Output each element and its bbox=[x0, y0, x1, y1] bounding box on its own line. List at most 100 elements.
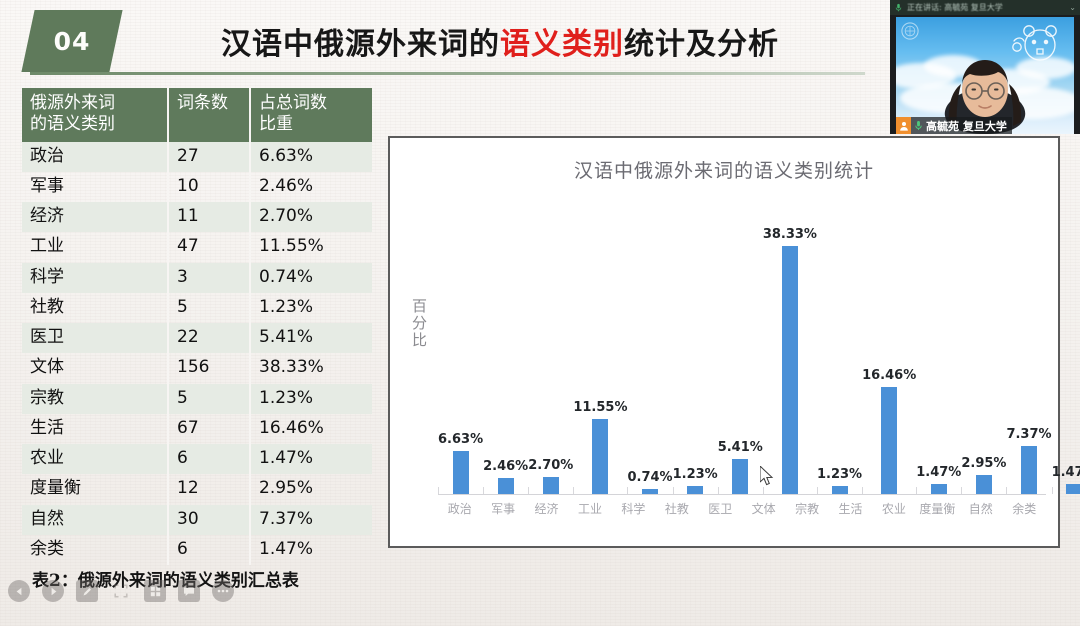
chart-bar-group[interactable]: 1.23% bbox=[672, 196, 718, 494]
table-row: 医卫 22 5.41% bbox=[22, 323, 372, 354]
chart-bar-group[interactable]: 1.47% bbox=[916, 196, 961, 494]
bar-rect[interactable] bbox=[1021, 446, 1037, 494]
bar-chart-panel: 汉语中俄源外来词的语义类别统计 百分比 6.63% 2.46% 2.70% 11.55… bbox=[388, 136, 1080, 548]
table-cell-category: 余类 bbox=[22, 534, 169, 565]
table-cell-category: 经济 bbox=[22, 202, 169, 233]
x-axis-tick-labels: 政治 军事 经济 工业 科学 社教 医卫 文体 宗教 生活 农业 度量衡 自然 余类 bbox=[438, 500, 1046, 517]
bar-value-label: 7.37% bbox=[1006, 427, 1052, 443]
comment-button[interactable] bbox=[178, 580, 200, 602]
chart-bar-group[interactable]: 38.33% bbox=[762, 196, 817, 494]
x-axis-tick bbox=[717, 487, 719, 494]
table-row: 科学 3 0.74% bbox=[22, 262, 372, 293]
table-row: 余类 6 1.47% bbox=[22, 534, 372, 565]
table-cell-count: 12 bbox=[168, 474, 251, 505]
x-axis-tick-label: 经济 bbox=[534, 502, 559, 516]
table-cell-share: 7.37% bbox=[250, 504, 372, 535]
bar-rect[interactable] bbox=[542, 476, 559, 494]
bar-rect[interactable] bbox=[930, 484, 947, 494]
bar-rect[interactable] bbox=[975, 474, 992, 494]
table-cell-category: 自然 bbox=[22, 504, 169, 535]
x-axis-tick-label: 政治 bbox=[447, 502, 472, 516]
bar-rect[interactable] bbox=[781, 245, 798, 494]
fullscreen-icon bbox=[114, 584, 128, 598]
chart-bar-group[interactable]: 16.46% bbox=[862, 196, 916, 494]
x-axis-tick bbox=[961, 487, 963, 494]
bar-rect[interactable] bbox=[497, 478, 514, 494]
table-cell-count: 6 bbox=[168, 444, 251, 475]
x-axis-tick bbox=[627, 487, 629, 494]
table-cell-share: 2.70% bbox=[250, 202, 372, 233]
previous-slide-button[interactable] bbox=[8, 580, 30, 602]
table-cell-category: 医卫 bbox=[22, 323, 169, 354]
bar-rect[interactable] bbox=[592, 419, 609, 494]
bar-rect[interactable] bbox=[687, 486, 704, 494]
column-header-category: 俄源外来词 的语义类别 bbox=[22, 88, 169, 142]
table-row: 宗教 5 1.23% bbox=[22, 383, 372, 414]
table-cell-share: 1.23% bbox=[259, 296, 314, 317]
section-number-label: 04 bbox=[53, 26, 91, 56]
x-axis-tick-label: 生活 bbox=[838, 502, 863, 516]
participant-name-label: 高毓苑 复旦大学 bbox=[926, 119, 1007, 133]
chevron-left-icon bbox=[16, 587, 21, 595]
video-overlay[interactable]: 正在讲话: 高毓苑 复旦大学 ⌄ bbox=[890, 0, 1080, 134]
x-axis-tick-label: 农业 bbox=[881, 502, 906, 516]
chevron-down-icon[interactable]: ⌄ bbox=[1069, 3, 1076, 12]
chart-bar-group[interactable]: 2.70% bbox=[528, 196, 573, 494]
bar-rect[interactable] bbox=[452, 451, 469, 494]
speech-bubble-icon bbox=[184, 587, 194, 596]
bar-rect[interactable] bbox=[831, 486, 848, 494]
video-speaker-label: 正在讲话: 高毓苑 复旦大学 bbox=[907, 3, 1003, 12]
chevron-right-icon bbox=[51, 587, 56, 595]
x-axis-tick-label: 自然 bbox=[968, 502, 993, 516]
chart-bar-group[interactable]: 2.95% bbox=[961, 196, 1006, 494]
table-cell-share: 0.74% bbox=[250, 262, 372, 293]
chart-bar-group[interactable]: 1.47% bbox=[1051, 196, 1080, 494]
table-cell-count: 27 bbox=[168, 141, 251, 172]
table-cell-share: 2.46% bbox=[259, 175, 314, 196]
table-cell-category: 政治 bbox=[22, 141, 169, 172]
bar-value-label: 1.23% bbox=[672, 467, 718, 483]
bar-rect[interactable] bbox=[642, 489, 659, 494]
chart-bar-group[interactable]: 2.46% bbox=[483, 196, 528, 494]
table-cell-share: 1.47% bbox=[259, 538, 314, 559]
table-caption: 表2：俄源外来词的语义类别汇总表 bbox=[32, 566, 299, 591]
table-row: 经济 11 2.70% bbox=[22, 202, 372, 233]
bear-doodle-icon bbox=[1012, 25, 1057, 61]
ellipsis-icon bbox=[217, 589, 229, 593]
chart-bar-group[interactable]: 6.63% bbox=[438, 196, 483, 494]
table-cell-count: 156 bbox=[168, 353, 251, 384]
table-cell-category: 工业 bbox=[22, 232, 169, 263]
chart-bar-group[interactable]: 7.37% bbox=[1006, 196, 1052, 494]
table-row: 工业 47 11.55% bbox=[22, 232, 372, 263]
table-row: 生活 67 16.46% bbox=[22, 413, 372, 444]
column-header-category-line1: 俄源外来词 bbox=[30, 93, 115, 113]
video-speaker-bar: 正在讲话: 高毓苑 复旦大学 ⌄ bbox=[890, 0, 1080, 15]
presentation-toolbar[interactable] bbox=[8, 576, 234, 606]
chart-bar-group[interactable]: 1.23% bbox=[816, 196, 862, 494]
annotate-button[interactable] bbox=[76, 580, 98, 602]
bar-rect[interactable] bbox=[881, 387, 898, 494]
table-header-row: 俄源外来词 的语义类别 词条数 占总词数 比重 bbox=[22, 88, 372, 142]
fullscreen-button[interactable] bbox=[110, 580, 132, 602]
table-cell-count: 22 bbox=[168, 323, 251, 354]
video-frame[interactable]: 高毓苑 复旦大学 bbox=[896, 17, 1074, 134]
chart-bar-group[interactable]: 5.41% bbox=[717, 196, 763, 494]
table-cell-count: 47 bbox=[168, 232, 251, 263]
x-axis-tick-label: 军事 bbox=[491, 502, 516, 516]
table-cell-share: 5.41% bbox=[250, 323, 372, 354]
bar-rect[interactable] bbox=[1066, 484, 1080, 494]
table-cell-count: 5 bbox=[168, 292, 251, 323]
slide-grid-button[interactable] bbox=[144, 580, 166, 602]
cloud-shape bbox=[1016, 57, 1074, 79]
table-cell-count: 67 bbox=[168, 413, 251, 444]
chart-bar-group[interactable]: 11.55% bbox=[573, 196, 627, 494]
bar-rect[interactable] bbox=[732, 458, 749, 494]
table-row: 自然 30 7.37% bbox=[22, 504, 372, 535]
chart-bar-group[interactable]: 0.74% bbox=[627, 196, 673, 494]
pen-icon bbox=[83, 587, 91, 595]
person-icon bbox=[899, 121, 908, 131]
more-options-button[interactable] bbox=[212, 580, 234, 602]
table-cell-share: 16.46% bbox=[259, 417, 324, 438]
next-slide-button[interactable] bbox=[42, 580, 64, 602]
